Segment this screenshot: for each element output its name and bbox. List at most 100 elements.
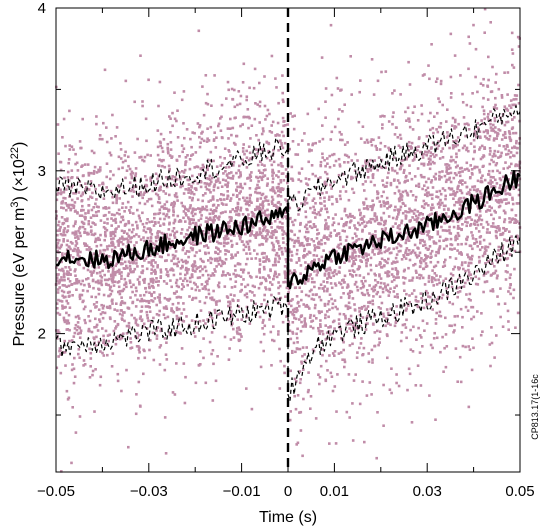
scatter-point — [115, 194, 119, 197]
scatter-point — [373, 219, 377, 223]
scatter-point — [204, 192, 207, 195]
scatter-point — [171, 253, 175, 257]
scatter-point — [105, 245, 109, 248]
scatter-point — [378, 295, 382, 298]
scatter-point — [491, 155, 495, 158]
scatter-point — [67, 179, 71, 182]
scatter-point — [299, 410, 303, 414]
scatter-point — [404, 309, 408, 312]
scatter-point — [385, 232, 389, 235]
scatter-point — [457, 122, 460, 126]
scatter-point — [191, 174, 194, 178]
scatter-point — [512, 187, 516, 190]
scatter-point — [283, 364, 286, 368]
scatter-point — [506, 309, 510, 313]
scatter-point — [70, 198, 74, 202]
scatter-point — [101, 269, 104, 273]
scatter-point — [226, 176, 230, 179]
scatter-point — [326, 162, 329, 165]
scatter-point — [84, 217, 87, 221]
scatter-point — [423, 258, 427, 261]
scatter-point — [274, 253, 278, 257]
scatter-point — [445, 136, 449, 139]
scatter-point — [113, 320, 117, 323]
scatter-point — [406, 388, 409, 392]
scatter-point — [114, 327, 117, 330]
scatter-point — [65, 285, 68, 288]
scatter-point — [365, 264, 368, 268]
scatter-point — [275, 205, 278, 208]
scatter-point — [400, 198, 404, 201]
scatter-point — [184, 212, 187, 215]
scatter-point — [442, 239, 445, 242]
scatter-point — [91, 271, 95, 274]
scatter-point — [296, 236, 300, 240]
scatter-point — [400, 238, 403, 241]
scatter-point — [193, 131, 196, 135]
scatter-point — [498, 258, 502, 262]
scatter-point — [348, 247, 352, 250]
scatter-point — [62, 229, 66, 232]
scatter-point — [184, 160, 188, 163]
scatter-point — [419, 238, 422, 242]
scatter-point — [164, 192, 168, 195]
scatter-point — [403, 168, 406, 172]
scatter-point — [423, 73, 426, 76]
scatter-point — [131, 188, 134, 192]
scatter-point — [451, 146, 455, 150]
scatter-point — [449, 232, 453, 235]
scatter-point — [324, 316, 327, 320]
scatter-point — [513, 116, 516, 119]
scatter-point — [193, 254, 197, 258]
scatter-point — [422, 199, 426, 203]
scatter-point — [168, 193, 171, 197]
scatter-point — [431, 160, 435, 164]
scatter-point — [304, 261, 307, 264]
scatter-point — [58, 268, 61, 272]
scatter-point — [172, 206, 175, 209]
scatter-point — [277, 163, 280, 167]
scatter-point — [171, 309, 174, 313]
scatter-point — [78, 326, 82, 330]
scatter-point — [364, 252, 367, 256]
scatter-point — [260, 176, 263, 179]
scatter-point — [180, 231, 183, 235]
scatter-point — [449, 96, 453, 99]
scatter-point — [452, 330, 455, 334]
scatter-point — [316, 228, 319, 232]
scatter-point — [309, 325, 312, 328]
scatter-point — [73, 356, 76, 360]
scatter-point — [126, 274, 130, 278]
scatter-point — [498, 171, 502, 175]
scatter-point — [425, 255, 428, 258]
scatter-point — [237, 305, 241, 308]
scatter-point — [495, 334, 498, 337]
scatter-point — [121, 166, 124, 170]
scatter-point — [99, 312, 103, 316]
scatter-point — [157, 284, 160, 287]
scatter-point — [113, 273, 117, 277]
scatter-point — [263, 252, 266, 255]
scatter-point — [233, 264, 237, 268]
scatter-point — [233, 285, 237, 288]
scatter-point — [464, 242, 468, 246]
scatter-point — [127, 164, 130, 168]
scatter-point — [62, 269, 65, 273]
scatter-point — [123, 210, 126, 213]
scatter-point — [125, 332, 129, 335]
scatter-point — [268, 112, 271, 116]
scatter-point — [175, 314, 179, 318]
scatter-point — [106, 278, 110, 282]
scatter-point — [197, 29, 201, 33]
scatter-point — [310, 164, 314, 167]
scatter-point — [167, 209, 170, 213]
scatter-point — [72, 224, 75, 228]
scatter-point — [479, 214, 482, 217]
scatter-point — [305, 266, 308, 269]
scatter-point — [79, 225, 82, 229]
scatter-point — [175, 284, 179, 288]
scatter-point — [270, 131, 274, 134]
scatter-point — [412, 212, 416, 215]
scatter-point — [516, 235, 519, 238]
scatter-point — [281, 155, 284, 159]
